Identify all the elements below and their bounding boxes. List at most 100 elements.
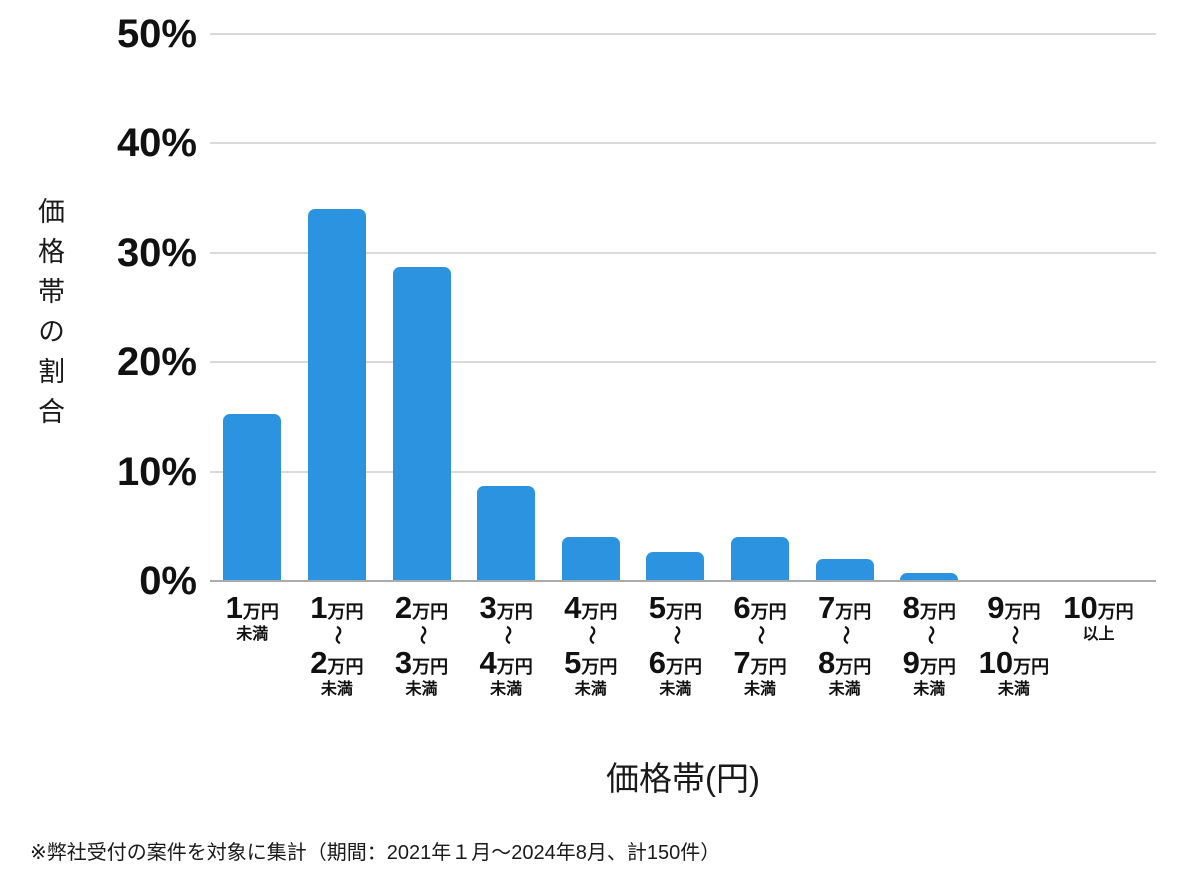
x-tick-label-top: 1 万円 xyxy=(226,592,279,623)
x-tick-value-2: 4 xyxy=(479,645,497,680)
bar xyxy=(223,413,282,581)
x-tick-label-top: 10 万円 xyxy=(1063,592,1133,623)
x-tick-suffix: 未満 xyxy=(828,681,861,698)
x-tick-value: 8 xyxy=(902,590,920,625)
x-tick-label: 8 万円〜 9 万円 未満 xyxy=(887,592,972,698)
x-tick-label: 9 万円〜 10 万円 未満 xyxy=(972,592,1057,698)
x-tick-label-top: 4 万円 xyxy=(564,592,617,623)
x-tick-label: 6 万円〜 7 万円 未満 xyxy=(718,592,803,698)
x-tick-unit-2: 万円 xyxy=(835,657,872,677)
x-tick-value: 2 xyxy=(394,590,413,625)
x-tick-value: 4 xyxy=(564,590,582,625)
x-tick-label: 7 万円〜 8 万円 未満 xyxy=(802,592,887,698)
tilde-icon: 〜 xyxy=(749,625,771,645)
bar xyxy=(731,537,789,581)
x-tick-suffix: 未満 xyxy=(490,681,523,698)
y-tick-label: 20% xyxy=(116,340,197,385)
x-tick-value: 5 xyxy=(648,590,666,625)
grid-line xyxy=(210,33,1156,35)
x-tick-label: 3 万円〜 4 万円 未満 xyxy=(464,592,549,698)
x-tick-unit: 万円 xyxy=(412,602,449,622)
x-tick-label-top: 6 万円 xyxy=(733,592,786,623)
x-tick-label-top: 5 万円 xyxy=(649,592,702,623)
x-tick-label-bottom: 2 万円 xyxy=(310,647,363,678)
bar xyxy=(392,267,451,581)
x-tick-value: 1 xyxy=(310,590,328,625)
bar xyxy=(646,551,705,581)
x-tick-unit: 万円 xyxy=(242,602,279,622)
x-tick-unit: 万円 xyxy=(1097,602,1134,622)
plot-area: 0% 10% 20% 30% 40% 50% 1 万円 未満 1 万円〜 2 万円 未満 2 万円〜 3 万円 未満… xyxy=(117,12,1156,698)
x-tick-label-bottom: 7 万円 xyxy=(733,647,786,678)
x-tick-value: 9 xyxy=(987,590,1005,625)
x-axis-title: 価格帯(円) xyxy=(606,760,760,797)
x-tick-suffix: 未満 xyxy=(574,681,607,698)
x-tick-label: 5 万円〜 6 万円 未満 xyxy=(633,592,718,698)
tilde-icon: 〜 xyxy=(919,625,941,645)
x-tick-value-2: 9 xyxy=(902,645,920,680)
x-tick-unit-2: 万円 xyxy=(919,657,956,677)
x-tick-label-top: 2 万円 xyxy=(395,592,448,623)
x-tick-unit-2: 万円 xyxy=(496,657,533,677)
x-tick-unit: 万円 xyxy=(496,602,533,622)
y-tick-label: 0% xyxy=(139,559,197,603)
x-tick-suffix: 以上 xyxy=(1082,626,1115,643)
x-tick-unit: 万円 xyxy=(327,602,364,622)
x-tick-suffix: 未満 xyxy=(743,681,776,698)
y-axis-title: 価格帯の割合 xyxy=(34,197,64,437)
x-tick-value-2: 3 xyxy=(394,645,413,680)
x-tick-label-bottom: 3 万円 xyxy=(395,647,448,678)
x-tick-value: 6 xyxy=(733,590,751,625)
x-tick-label: 4 万円〜 5 万円未満 xyxy=(548,592,633,698)
x-tick-label-bottom: 8 万円 xyxy=(818,647,871,678)
x-tick-label-bottom: 9 万円 xyxy=(903,647,956,678)
footnote: ※弊社受付の案件を対象に集計（期間：2021年１月〜2024年8月、計150件） xyxy=(30,842,721,864)
tilde-icon: 〜 xyxy=(580,625,602,645)
x-tick-value: 3 xyxy=(479,590,497,625)
y-tick-label: 50% xyxy=(116,12,197,56)
grid-line xyxy=(210,251,1156,254)
x-tick-label-top: 8 万円 xyxy=(903,592,956,623)
x-tick-unit-2: 万円 xyxy=(665,657,702,677)
x-tick-label: 10 万円以上 xyxy=(1056,592,1141,643)
tilde-icon: 〜 xyxy=(326,625,348,645)
x-tick-unit-2: 万円 xyxy=(1013,657,1050,677)
x-tick-value-2: 6 xyxy=(648,645,666,680)
y-tick-label: 30% xyxy=(116,230,197,275)
x-tick-unit: 万円 xyxy=(919,602,956,622)
x-tick-suffix: 未満 xyxy=(236,626,269,643)
x-tick-label-top: 7 万円 xyxy=(818,592,871,623)
x-tick-unit-2: 万円 xyxy=(327,657,364,677)
x-tick-suffix: 未満 xyxy=(659,681,692,698)
bar xyxy=(477,485,536,581)
x-tick-value: 7 xyxy=(817,590,836,625)
bar xyxy=(815,559,874,581)
x-tick-label: 2 万円〜 3 万円 未満 xyxy=(379,592,464,698)
x-tick-unit-2: 万円 xyxy=(581,657,618,677)
x-tick-unit-2: 万円 xyxy=(750,657,787,677)
tilde-icon: 〜 xyxy=(834,625,856,645)
x-axis-line xyxy=(210,580,1156,582)
x-tick-label-bottom: 4 万円 xyxy=(480,647,533,678)
tilde-icon: 〜 xyxy=(496,625,518,645)
x-tick-suffix: 未満 xyxy=(913,681,946,698)
grid-line xyxy=(210,142,1156,145)
bar xyxy=(561,537,620,581)
tilde-icon: 〜 xyxy=(665,625,687,645)
bar xyxy=(307,209,366,581)
x-tick-unit-2: 万円 xyxy=(412,657,449,677)
x-tick-unit: 万円 xyxy=(1004,602,1041,622)
x-tick-unit: 万円 xyxy=(750,602,787,622)
x-tick-suffix: 未満 xyxy=(320,681,353,698)
x-tick-value: 10 xyxy=(1063,590,1098,625)
x-tick-label-top: 1 万円 xyxy=(310,592,363,623)
x-tick-label: 1 万円〜 2 万円 未満 xyxy=(295,592,380,698)
x-tick-label-top: 3 万円 xyxy=(480,592,533,623)
x-tick-suffix: 未満 xyxy=(405,681,438,698)
grid-line xyxy=(210,361,1156,364)
x-tick-unit: 万円 xyxy=(835,602,872,622)
x-tick-value-2: 5 xyxy=(564,645,582,680)
x-tick-label-bottom: 10 万円 xyxy=(979,647,1049,678)
x-tick-label-bottom: 6 万円 xyxy=(649,647,702,678)
x-tick-value-2: 2 xyxy=(310,645,328,680)
